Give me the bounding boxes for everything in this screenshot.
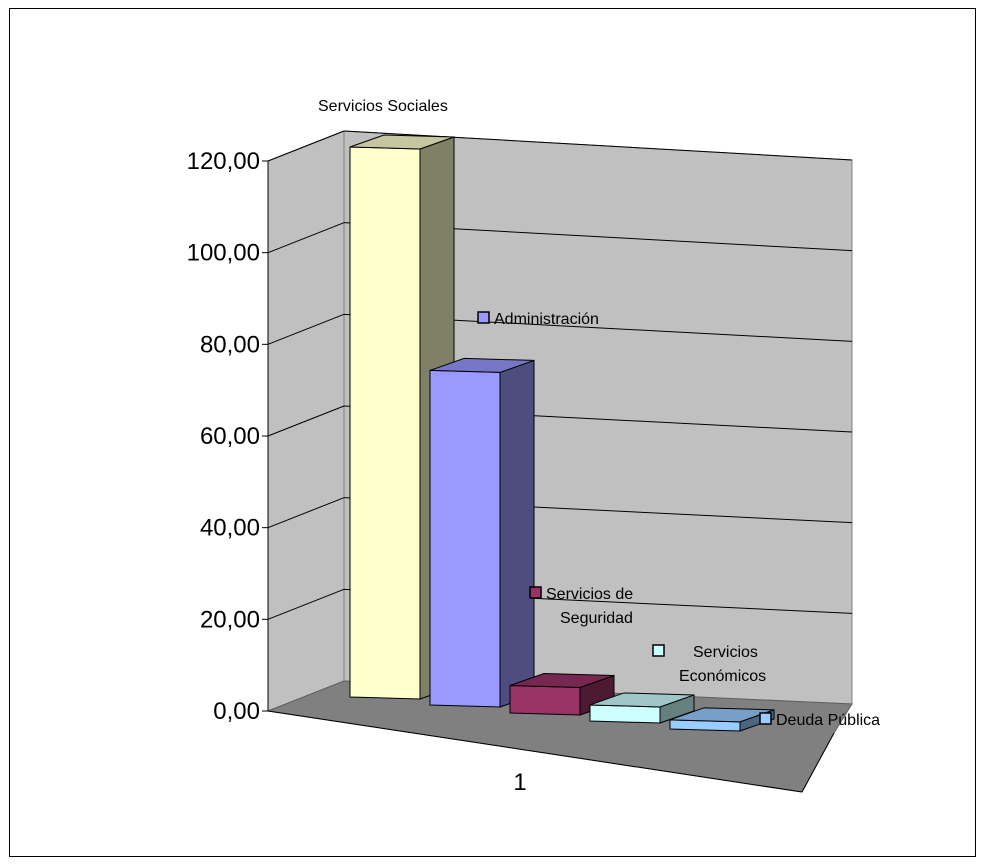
- gridline-side: [267, 588, 345, 620]
- floor-right-edge: [801, 732, 835, 793]
- bar-top: [429, 357, 535, 373]
- bars: [349, 134, 775, 732]
- y-tick-label: 40,00: [200, 515, 260, 542]
- legend-key: [652, 644, 665, 657]
- gridline-side: [267, 130, 345, 162]
- bar-top: [669, 707, 775, 723]
- gridline-side: [267, 222, 345, 254]
- gridline-side: [267, 313, 345, 345]
- x-axis-line: [267, 710, 803, 793]
- bar-side: [499, 359, 535, 708]
- gridline-side: [267, 497, 345, 529]
- legend-key: [529, 586, 542, 599]
- data-label-3: Servicios de Seguridad: [529, 586, 633, 627]
- y-tick-label: 20,00: [200, 606, 260, 633]
- data-label-text: Seguridad: [560, 610, 633, 627]
- data-label-text: Económicos: [679, 668, 766, 685]
- data-label-2: Administración: [477, 311, 599, 328]
- y-axis: 0,00 20,00 40,00 60,00 80,00 100,00 120,00: [187, 148, 269, 725]
- y-tick-label: 60,00: [200, 423, 260, 450]
- legend-key: [477, 311, 490, 324]
- bar-front: [349, 146, 421, 700]
- y-tick-label: 0,00: [213, 698, 260, 725]
- data-label-4: Servicios Económicos: [652, 644, 766, 685]
- bar-4: [589, 692, 695, 724]
- x-tick-label: 1: [513, 769, 526, 796]
- bar-top: [349, 134, 455, 150]
- y-tick-label: 100,00: [187, 240, 260, 267]
- data-label-text: Administración: [494, 311, 599, 328]
- data-label-5: Deuda Pública: [759, 712, 880, 729]
- bar-3: [509, 672, 615, 716]
- bar-front: [429, 369, 501, 708]
- bar-top: [589, 692, 695, 708]
- data-labels: Servicios Sociales Administración Servicio…: [318, 98, 880, 729]
- chart-frame: [9, 8, 976, 857]
- data-label-text: Servicios: [693, 644, 758, 661]
- legend-key: [759, 712, 772, 725]
- data-label-text: Servicios de: [546, 586, 633, 603]
- bar-front: [589, 704, 661, 724]
- gridline-side: [267, 405, 345, 437]
- y-tick-label: 80,00: [200, 331, 260, 358]
- bar-2: [429, 357, 535, 708]
- data-label-1: Servicios Sociales: [318, 98, 448, 115]
- data-label-text: Servicios Sociales: [318, 98, 448, 115]
- bar-top: [509, 672, 615, 689]
- bar-front: [509, 684, 581, 716]
- data-label-text: Deuda Pública: [776, 712, 880, 729]
- y-tick-label: 120,00: [187, 148, 260, 175]
